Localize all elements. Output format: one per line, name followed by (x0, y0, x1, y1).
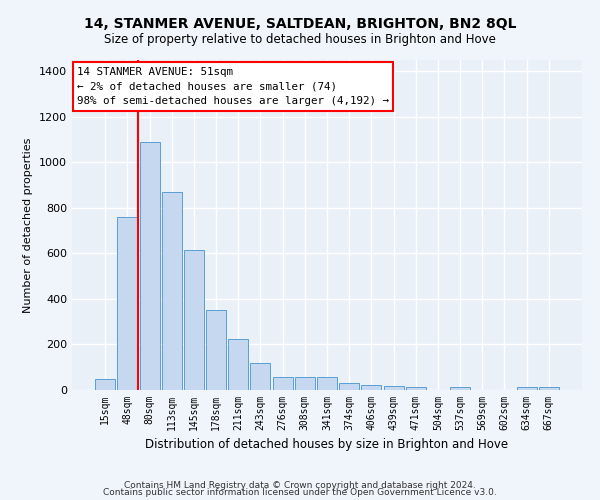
Bar (339, 383, 359, 390)
Bar (272, 378, 293, 390)
Text: Contains HM Land Registry data © Crown copyright and database right 2024.: Contains HM Land Registry data © Crown c… (124, 480, 476, 490)
Text: Size of property relative to detached houses in Brighton and Hove: Size of property relative to detached ho… (104, 32, 496, 46)
Bar (383, 386, 404, 390)
Y-axis label: Number of detached properties: Number of detached properties (23, 138, 34, 312)
Bar (184, 250, 204, 390)
Bar (517, 387, 536, 390)
Bar (406, 386, 426, 390)
Bar (295, 377, 315, 390)
Bar (361, 386, 382, 390)
Bar (317, 377, 337, 390)
Bar (118, 217, 137, 390)
Text: Contains public sector information licensed under the Open Government Licence v3: Contains public sector information licen… (103, 488, 497, 497)
Text: 14 STANMER AVENUE: 51sqm
← 2% of detached houses are smaller (74)
98% of semi-de: 14 STANMER AVENUE: 51sqm ← 2% of detache… (77, 66, 389, 106)
Bar (250, 362, 271, 390)
Text: 14, STANMER AVENUE, SALTDEAN, BRIGHTON, BN2 8QL: 14, STANMER AVENUE, SALTDEAN, BRIGHTON, … (84, 18, 516, 32)
Bar (228, 339, 248, 390)
Bar (95, 378, 115, 390)
X-axis label: Distribution of detached houses by size in Brighton and Hove: Distribution of detached houses by size … (145, 438, 509, 452)
Bar (539, 386, 559, 390)
Bar (206, 310, 226, 390)
Bar (450, 387, 470, 390)
Bar (162, 192, 182, 390)
Bar (140, 142, 160, 390)
